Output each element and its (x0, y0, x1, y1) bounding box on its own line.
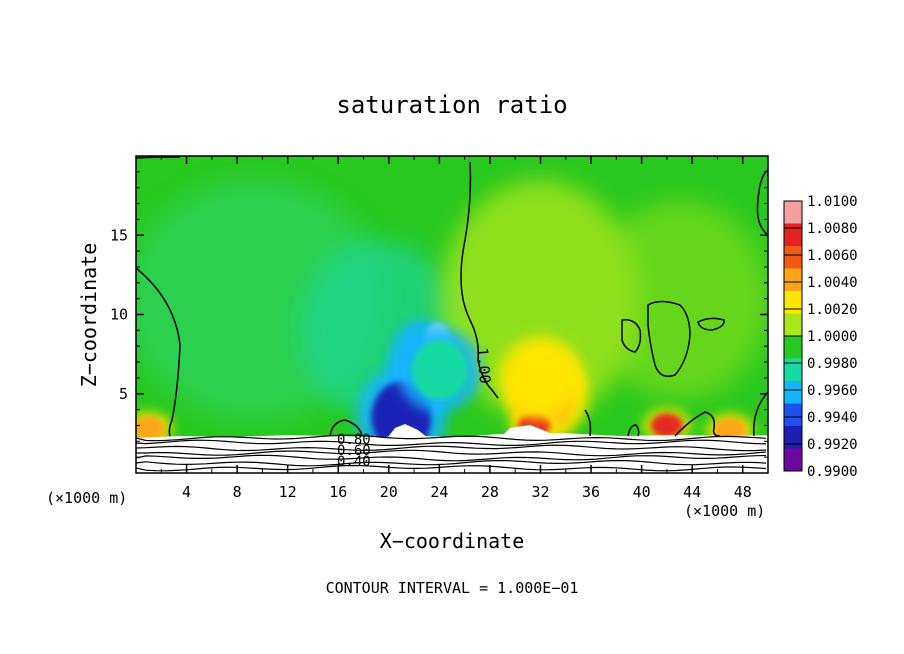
surface-layer (136, 424, 768, 473)
colorbar-swatch (784, 268, 802, 292)
ground-contour (136, 464, 767, 472)
ground-contour (136, 454, 767, 462)
x-axis-label: X−coordinate (380, 529, 525, 553)
y-axis: 5 10 15 (110, 171, 768, 458)
plot-area: 1.00 0.80 0.60 0.40 (136, 156, 768, 473)
ground-contour (136, 439, 767, 446)
colorbar-label: 1.0080 (807, 221, 858, 237)
contour-label-1: 1.00 (473, 347, 494, 385)
y-tick-label: 15 (110, 226, 128, 244)
y-tick-label: 5 (119, 385, 128, 403)
x-tick-label: 20 (380, 483, 398, 501)
ground-contour (136, 460, 767, 467)
contour-labels: 1.00 0.80 0.60 0.40 (337, 347, 494, 470)
ground-contour (136, 449, 767, 457)
ground-contour (136, 434, 767, 442)
colorbar-swatch (784, 403, 802, 427)
x-tick-label: 48 (734, 483, 752, 501)
contour-label-4: 0.40 (337, 454, 371, 470)
colorbar-swatch (784, 201, 802, 224)
colorbar-swatch (784, 246, 802, 269)
colorbar-label: 1.0000 (807, 329, 858, 345)
x-tick-label: 16 (329, 483, 347, 501)
colorbar-label: 0.9920 (807, 437, 858, 453)
colorbar-swatch (784, 381, 802, 404)
x-unit-left: (×1000 m) (46, 489, 127, 507)
x-tick-label: 24 (430, 483, 448, 501)
colorbar-label: 0.9980 (807, 356, 858, 372)
contour-label-3: 0.60 (337, 443, 371, 459)
colorbar-label: 0.9960 (807, 383, 858, 399)
colorbar-swatch (784, 223, 802, 247)
contour-interval-note: CONTOUR INTERVAL = 1.000E−01 (326, 579, 579, 597)
contour-lines (136, 156, 768, 437)
colorbar-swatch (784, 426, 802, 449)
x-tick-label: 32 (531, 483, 549, 501)
colorbar-swatch (784, 313, 802, 337)
colorbar-label: 1.0100 (807, 194, 858, 210)
colorbar-label: 1.0060 (807, 248, 858, 264)
ground-contour (136, 444, 767, 452)
x-tick-label: 4 (182, 483, 191, 501)
x-tick-label: 36 (582, 483, 600, 501)
field-feature (411, 339, 468, 400)
field-feature (512, 347, 569, 408)
contour-label-2: 0.80 (337, 432, 371, 448)
colorbar-swatch (784, 448, 802, 472)
colorbar-label: 1.0040 (807, 275, 858, 291)
x-tick-label: 44 (683, 483, 701, 501)
y-tick-label: 10 (110, 306, 128, 324)
colorbar-swatch (784, 336, 802, 359)
x-tick-label: 12 (279, 483, 297, 501)
x-tick-label: 8 (233, 483, 242, 501)
colorbar-label: 0.9940 (807, 410, 858, 426)
field-feature (136, 416, 165, 441)
x-tick-label: 40 (633, 483, 651, 501)
colorbar-label: 1.0020 (807, 302, 858, 318)
colorbar-swatch (784, 291, 802, 314)
colorbar-swatch (784, 358, 802, 382)
y-axis-label: Z−coordinate (77, 243, 101, 388)
x-tick-label: 28 (481, 483, 499, 501)
x-unit-right: (×1000 m) (684, 502, 765, 520)
x-axis: 4 8 12 16 20 24 28 32 36 40 44 48 (160, 156, 752, 501)
colorbar: 1.0100 1.0080 1.0060 1.0040 1.0020 1.0000 0.99… (783, 194, 858, 480)
colorbar-label: 0.9900 (807, 464, 858, 480)
chart-title: saturation ratio (336, 91, 567, 119)
field-feature (650, 413, 683, 438)
